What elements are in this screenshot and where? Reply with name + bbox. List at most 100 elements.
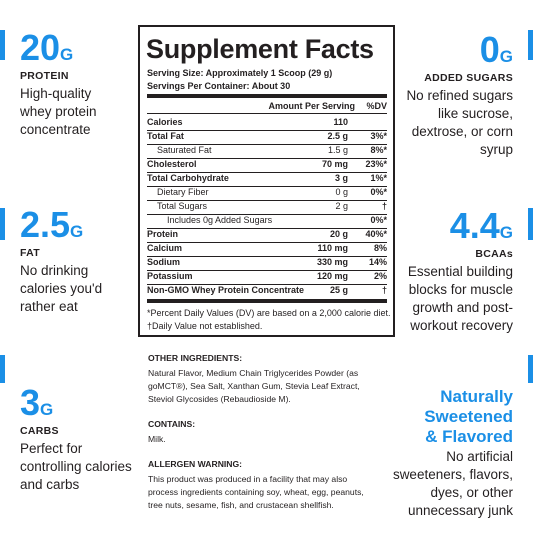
stat-label: CARBS: [20, 425, 59, 437]
stat-description: Perfect for: [20, 441, 83, 456]
stat-description: No drinking: [20, 263, 89, 278]
nutrient-dv: †: [381, 285, 387, 295]
rule: [147, 256, 387, 257]
stat-description: growth and post-: [412, 300, 513, 315]
nutrient-dv: †: [381, 201, 387, 211]
nutrient-dv: 23%*: [365, 159, 387, 169]
nutrient-dv: 0%*: [370, 187, 387, 197]
nutrient-name: Cholesterol: [147, 159, 197, 169]
footnote: *Percent Daily Values (DV) are based on …: [147, 308, 391, 318]
section-text: goMCT®), Sea Salt, Xanthan Gum, Stevia L…: [148, 381, 360, 391]
stat-description: concentrate: [20, 122, 91, 137]
nutrient-name: Non-GMO Whey Protein Concentrate: [147, 285, 305, 295]
section-text: process ingredients containing soy, whea…: [148, 487, 364, 497]
sweetened-headline: Sweetened: [424, 407, 513, 426]
footnote: †Daily Value not established.: [147, 321, 263, 331]
nutrient-name: Total Sugars: [157, 201, 208, 211]
nutrient-dv: 0%*: [370, 215, 387, 225]
nutrient-dv: 2%: [373, 271, 387, 281]
nutrient-name: Sodium: [147, 257, 180, 267]
stat-label: ADDED SUGARS: [424, 72, 513, 84]
nutrient-dv: 40%*: [365, 229, 387, 239]
rule: [147, 214, 387, 215]
nutrient-amount: 25 g: [329, 285, 348, 295]
rule: [147, 158, 387, 159]
stat-number: 4.4: [449, 205, 500, 246]
stat-unit: G: [40, 400, 54, 419]
nutrient-name: Calcium: [147, 243, 183, 253]
sweetened-headline: Naturally: [440, 387, 513, 406]
nutrient-dv: 8%*: [370, 145, 387, 155]
rule: [147, 299, 387, 303]
stat-description: whey protein: [20, 104, 97, 119]
stat-description: like sucrose,: [437, 106, 513, 121]
nutrient-name: Total Fat: [147, 131, 184, 141]
nutrient-name: Includes 0g Added Sugars: [167, 215, 273, 225]
section-text: Natural Flavor, Medium Chain Triglycerid…: [148, 368, 359, 378]
stat-label: PROTEIN: [20, 70, 69, 82]
nutrient-amount: 3 g: [334, 173, 348, 183]
stat-description: and carbs: [20, 477, 80, 492]
section-text: Steviol Glycosides (Rebaudioside M).: [148, 394, 291, 404]
nutrient-dv: 1%*: [370, 173, 387, 183]
accent-bar: [0, 208, 5, 240]
servings-per-container: Servings Per Container: About 30: [147, 81, 291, 91]
sweetened-description: unnecessary junk: [407, 503, 513, 518]
accent-bar: [528, 208, 533, 240]
stat-description: dextrose, or corn: [411, 124, 513, 139]
facts-title: Supplement Facts: [146, 34, 374, 64]
amount-header: Amount Per Serving: [268, 101, 355, 111]
nutrient-amount: 70 mg: [321, 159, 348, 169]
nutrient-name: Potassium: [147, 271, 193, 281]
stat-unit: G: [499, 47, 513, 66]
stat-value: 20G: [20, 30, 73, 73]
stat-value: 4.4G: [450, 208, 513, 251]
stat-description: workout recovery: [410, 318, 513, 333]
rule: [147, 270, 387, 271]
rule: [147, 228, 387, 229]
stat-description: blocks for muscle: [408, 282, 513, 297]
section-heading: ALLERGEN WARNING:: [148, 459, 243, 469]
nutrient-amount: 120 mg: [316, 271, 348, 281]
accent-bar: [528, 30, 533, 60]
rule: [147, 172, 387, 173]
nutrient-amount: 2.5 g: [327, 131, 348, 141]
rule: [147, 186, 387, 187]
stat-label: BCAAs: [475, 248, 513, 260]
sweetened-description: dyes, or other: [430, 485, 513, 500]
serving-size: Serving Size: Approximately 1 Scoop (29 …: [147, 68, 333, 78]
stat-description: rather eat: [20, 299, 78, 314]
rule: [147, 130, 387, 131]
accent-bar: [0, 355, 5, 383]
section-text: This product was produced in a facility …: [148, 474, 348, 484]
stat-number: 3: [20, 382, 41, 423]
stat-value: 2.5G: [20, 207, 83, 250]
nutrient-name: Calories: [147, 117, 183, 127]
section-text: tree nuts, sesame, fish, and crustacean …: [148, 500, 334, 510]
nutrient-name: Total Carbohydrate: [147, 173, 229, 183]
stat-description: syrup: [479, 142, 513, 157]
sweetened-headline: & Flavored: [425, 427, 513, 446]
nutrient-amount: 110 mg: [317, 243, 348, 253]
facts-panel: [138, 25, 395, 337]
rule: [147, 94, 387, 98]
nutrient-amount: 2 g: [335, 201, 348, 211]
accent-bar: [0, 30, 5, 60]
rule: [147, 113, 387, 114]
section-heading: OTHER INGREDIENTS:: [148, 353, 243, 363]
nutrient-name: Protein: [147, 229, 179, 239]
nutrient-amount: 1.5 g: [327, 145, 348, 155]
nutrient-name: Dietary Fiber: [157, 187, 209, 197]
stat-value: 3G: [20, 385, 53, 428]
stat-description: calories you'd: [20, 281, 103, 296]
nutrient-name: Saturated Fat: [157, 145, 212, 155]
rule: [147, 144, 387, 145]
section-heading: CONTAINS:: [148, 419, 196, 429]
stat-number: 2.5: [20, 204, 71, 245]
stat-unit: G: [70, 222, 84, 241]
stat-unit: G: [499, 223, 513, 242]
stat-number: 20: [20, 27, 61, 68]
stat-description: High-quality: [20, 86, 92, 101]
sweetened-description: No artificial: [446, 449, 513, 464]
dv-header: %DV: [366, 101, 387, 111]
